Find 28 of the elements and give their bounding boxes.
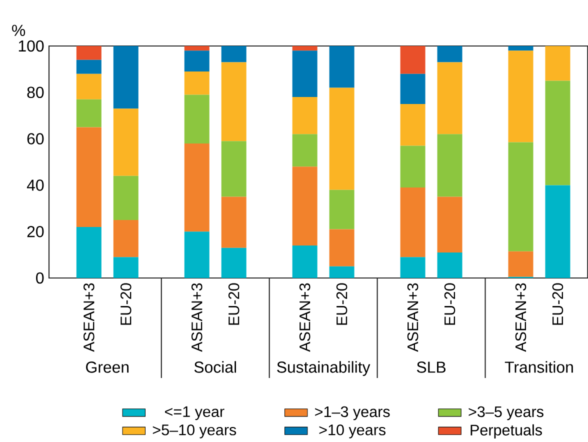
x-tick-label: EU-20 <box>228 283 240 325</box>
y-tick-label: 80 <box>27 86 44 98</box>
text: Sustainability <box>277 361 370 376</box>
y-tick-label: 20 <box>27 226 44 238</box>
x-tick-label: ASEAN+3 <box>84 283 94 352</box>
x-tick-label: ASEAN+3 <box>299 283 310 352</box>
text: Transition <box>504 361 573 373</box>
y-axis-title: % <box>12 24 26 36</box>
legend-label: <=1 year <box>165 406 224 420</box>
x-tick-label: ASEAN+3 <box>191 283 202 352</box>
y-tick-label: 0 <box>36 272 44 284</box>
x-tick-label: EU-20 <box>444 283 456 325</box>
legend-label: >1–3 years <box>315 406 390 420</box>
y-tick-label: 60 <box>27 133 44 144</box>
legend-label: >3–5 years <box>468 406 544 420</box>
text: SLB <box>416 362 446 373</box>
y-tick-label: 100 <box>18 40 44 52</box>
x-tick-label: ASEAN+3 <box>515 283 526 352</box>
text: Social <box>194 361 236 373</box>
x-tick-label: EU-20 <box>552 283 564 325</box>
legend-label: Perpetuals <box>470 424 542 439</box>
legend-label: >5–10 years <box>152 424 236 438</box>
text: Green <box>86 362 129 373</box>
legend-label: >10 years <box>319 424 386 438</box>
x-tick-label: EU-20 <box>120 283 132 325</box>
y-tick-label: 40 <box>26 180 44 191</box>
x-tick-label: ASEAN+3 <box>407 283 418 352</box>
x-tick-label: EU-20 <box>336 283 348 325</box>
